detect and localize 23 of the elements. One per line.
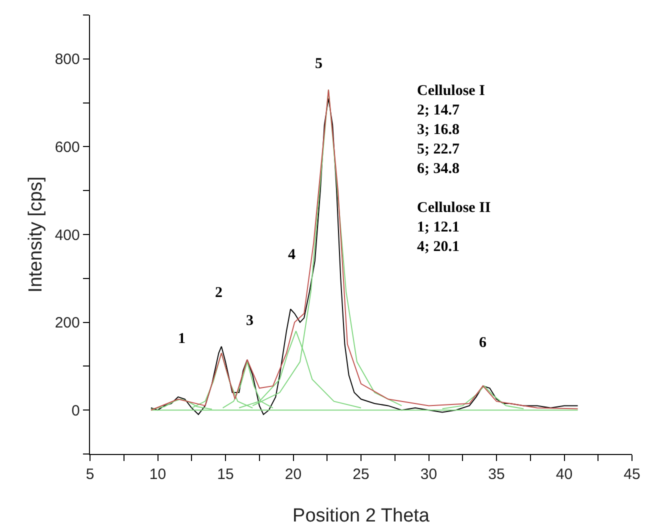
x-tick-label: 10: [149, 466, 166, 484]
y-tick-label: 600: [54, 138, 80, 156]
annotation: 5: [315, 56, 322, 72]
text: Cellulose I 2; 14.7 3; 16.8 5; 22.7 6; 34.8 Cellulose II 1; 12.1 4; 20.1: [417, 83, 491, 255]
x-tick-label: 25: [352, 466, 370, 484]
annotation: 1: [178, 331, 186, 347]
y-axis-title: Intensity [cps]: [26, 176, 47, 293]
x-tick-label: 35: [488, 466, 505, 484]
x-tick-label: 20: [284, 466, 302, 484]
x-tick-label: 15: [217, 466, 234, 484]
x-tick-label: 45: [624, 466, 640, 484]
annotation: 6: [479, 335, 487, 351]
x-tick-label: 30: [420, 466, 438, 484]
x-tick-label: 40: [556, 466, 573, 484]
annotation: 2: [215, 285, 222, 301]
y-tick-label: 800: [54, 51, 80, 68]
y-tick-label: 0: [72, 402, 80, 420]
annotation: 3: [246, 313, 254, 329]
x-axis-title: Position 2 Theta: [292, 505, 430, 526]
x-tick-label: 5: [86, 466, 94, 484]
y-tick-label: 200: [54, 314, 80, 332]
y-tick-label: 400: [54, 226, 80, 244]
annotation: 4: [288, 247, 296, 263]
